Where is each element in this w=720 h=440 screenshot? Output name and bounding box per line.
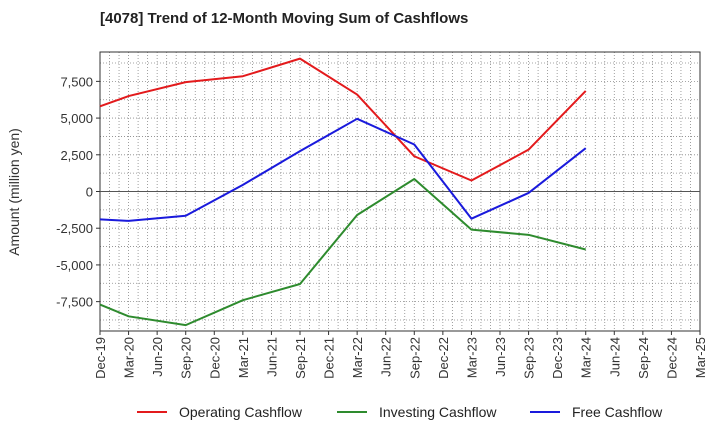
legend-swatch-investing — [337, 411, 367, 413]
x-tick-label: Mar-21 — [236, 337, 251, 378]
x-tick-label: Dec-21 — [322, 337, 337, 379]
x-tick-label: Dec-20 — [207, 337, 222, 379]
y-tick-label: -2,500 — [56, 221, 93, 236]
x-tick-label: Jun-23 — [493, 337, 508, 377]
legend-swatch-operating — [137, 411, 167, 413]
x-tick-label: Dec-23 — [550, 337, 565, 379]
y-tick-label: 0 — [86, 185, 93, 200]
x-tick-label: Dec-19 — [93, 337, 108, 379]
x-tick-label: Dec-22 — [436, 337, 451, 379]
x-tick-label: Jun-20 — [150, 337, 165, 377]
tick-labels: -7,500 -5,000 -2,500 0 2,500 5,000 7,500 Dec-19… — [56, 74, 708, 379]
series-line-free-cashflow — [99, 117, 587, 222]
legend: Operating Cashflow Investing Cashflow Fr… — [0, 404, 720, 426]
x-tick-label: Sep-24 — [636, 337, 651, 379]
axes — [96, 51, 701, 335]
y-tick-label: 7,500 — [60, 74, 93, 89]
legend-label-investing: Investing Cashflow — [379, 404, 497, 420]
y-tick-label: 2,500 — [60, 148, 93, 163]
x-tick-label: Mar-24 — [579, 337, 594, 378]
legend-item-free: Free Cashflow — [530, 404, 662, 420]
y-tick-label: 5,000 — [60, 111, 93, 126]
y-tick-label: -5,000 — [56, 258, 93, 273]
legend-swatch-free — [530, 411, 560, 413]
y-axis-label: Amount (million yen) — [6, 128, 22, 256]
x-tick-label: Sep-22 — [407, 337, 422, 379]
legend-item-investing: Investing Cashflow — [337, 404, 497, 420]
x-tick-label: Jun-22 — [379, 337, 394, 377]
legend-label-operating: Operating Cashflow — [179, 404, 302, 420]
legend-label-free: Free Cashflow — [572, 404, 663, 420]
x-tick-label: Mar-20 — [122, 337, 137, 378]
x-tick-label: Mar-25 — [693, 337, 708, 378]
x-tick-label: Jun-21 — [264, 337, 279, 377]
x-tick-label: Sep-21 — [293, 337, 308, 379]
series — [99, 57, 587, 327]
legend-item-operating: Operating Cashflow — [137, 404, 302, 420]
x-tick-label: Dec-24 — [664, 337, 679, 379]
series-line-operating-cashflow — [99, 57, 587, 182]
chart-title: [4078] Trend of 12-Month Moving Sum of C… — [100, 10, 469, 27]
x-tick-label: Jun-24 — [607, 337, 622, 377]
x-tick-label: Mar-22 — [350, 337, 365, 378]
y-tick-label: -7,500 — [56, 295, 93, 310]
series-line-investing-cashflow — [99, 178, 586, 327]
x-tick-label: Sep-20 — [179, 337, 194, 379]
x-tick-label: Mar-23 — [464, 337, 479, 378]
x-tick-label: Sep-23 — [522, 337, 537, 379]
